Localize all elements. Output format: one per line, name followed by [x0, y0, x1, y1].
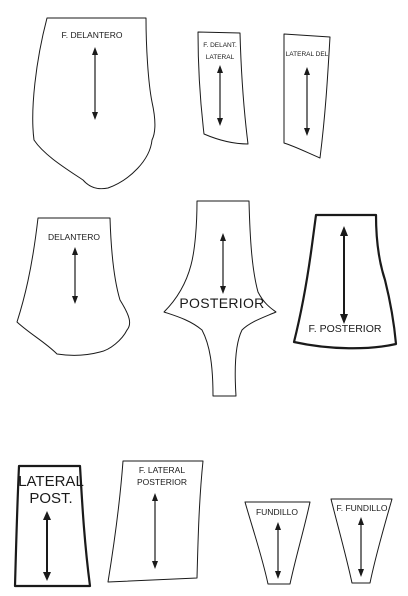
- label-fundillo: FUNDILLO: [256, 507, 298, 517]
- label-f-delant-lateral-1: F. DELANT.: [203, 42, 237, 49]
- piece-delantero: DELANTERO: [16, 217, 131, 356]
- label-f-lateral-posterior-2: POSTERIOR: [137, 477, 187, 487]
- label-lateral-del: LATERAL DEL: [286, 51, 329, 58]
- piece-posterior: POSTERIOR: [163, 200, 277, 397]
- label-lateral-post-1: LATERAL: [18, 473, 84, 490]
- label-f-lateral-posterior-1: F. LATERAL: [139, 465, 185, 475]
- label-lateral-post-2: POST.: [29, 490, 72, 507]
- piece-lateral-del: LATERAL DEL: [283, 33, 331, 159]
- piece-f-fundillo: F. FUNDILLO: [330, 498, 393, 584]
- piece-f-lateral-posterior: F. LATERAL POSTERIOR: [107, 460, 204, 583]
- piece-f-posterior: F. POSTERIOR: [292, 213, 398, 350]
- piece-f-delantero: F. DELANTERO: [32, 17, 156, 190]
- piece-lateral-post: LATERAL POST.: [13, 464, 92, 588]
- label-posterior: POSTERIOR: [179, 295, 264, 311]
- label-delantero: DELANTERO: [48, 232, 100, 242]
- label-f-posterior: F. POSTERIOR: [309, 323, 382, 335]
- label-f-delantero: F. DELANTERO: [62, 30, 123, 40]
- piece-f-delant-lateral: F. DELANT. LATERAL: [197, 31, 249, 145]
- piece-fundillo: FUNDILLO: [244, 501, 311, 585]
- label-f-fundillo: F. FUNDILLO: [336, 503, 387, 513]
- label-f-delant-lateral-2: LATERAL: [206, 54, 235, 61]
